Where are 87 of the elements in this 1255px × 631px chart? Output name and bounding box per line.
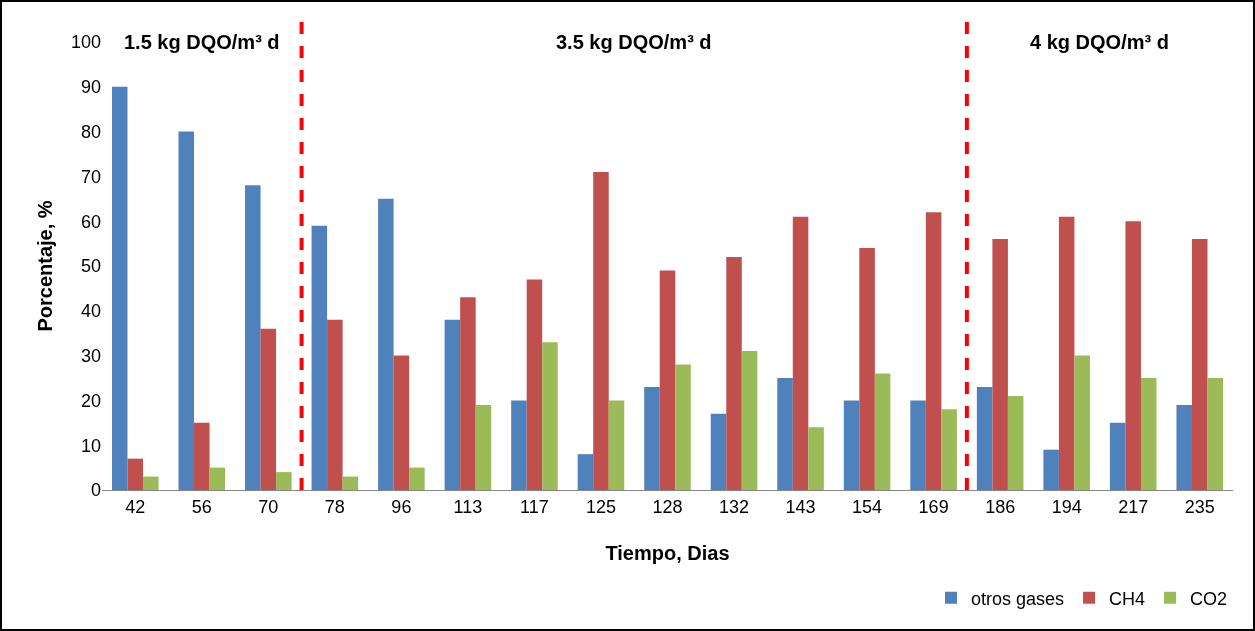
x-tick-label: 56 — [191, 496, 212, 517]
bar — [511, 400, 527, 490]
bar — [925, 212, 942, 490]
bar — [577, 454, 594, 490]
bar — [941, 409, 957, 490]
bar — [127, 458, 144, 490]
legend-label: otros gases — [971, 588, 1065, 609]
bar — [1007, 395, 1024, 490]
legend-label: CO2 — [1190, 588, 1228, 609]
y-tick-label: 100 — [70, 32, 101, 53]
bar — [593, 171, 609, 490]
bar — [178, 131, 195, 490]
bar — [992, 239, 1008, 490]
annotation: 3.5 kg DQO/m³ d — [556, 31, 712, 53]
bar — [143, 476, 159, 490]
bar — [542, 342, 558, 490]
x-tick-label: 217 — [1118, 496, 1149, 517]
bar — [874, 373, 891, 490]
bar — [1125, 221, 1141, 490]
x-tick-label: 128 — [652, 496, 683, 517]
bar — [710, 413, 727, 490]
x-tick-label: 78 — [324, 496, 345, 517]
bar — [1109, 422, 1126, 490]
x-tick-label: 194 — [1051, 496, 1082, 517]
annotation: 1.5 kg DQO/m³ d — [124, 31, 280, 53]
x-tick-label: 70 — [258, 496, 279, 517]
y-tick-label: 20 — [80, 390, 101, 411]
bar — [276, 472, 292, 490]
bar — [393, 355, 410, 490]
bar — [1074, 355, 1090, 490]
y-tick-label: 60 — [80, 211, 101, 232]
bar — [342, 476, 359, 490]
x-tick-label: 235 — [1184, 496, 1215, 517]
x-tick-label: 132 — [719, 496, 750, 517]
bar — [327, 319, 343, 490]
bar — [460, 297, 476, 490]
bar — [792, 216, 809, 490]
bar — [659, 270, 676, 490]
y-tick-label: 90 — [80, 77, 101, 98]
y-tick-label: 40 — [80, 301, 101, 322]
x-tick-label: 169 — [918, 496, 949, 517]
x-tick-label: 42 — [125, 496, 146, 517]
bar — [976, 386, 993, 490]
bar — [741, 351, 758, 490]
bar — [378, 198, 394, 490]
bar — [910, 400, 926, 490]
bar — [111, 86, 128, 490]
x-tick-label: 143 — [785, 496, 816, 517]
bar — [808, 427, 824, 490]
y-axis-title: Porcentaje, % — [34, 200, 56, 332]
x-tick-label: 125 — [585, 496, 616, 517]
y-tick-label: 50 — [80, 256, 101, 277]
bar — [644, 386, 660, 490]
y-tick-label: 80 — [80, 121, 101, 142]
x-tick-label: 117 — [520, 496, 549, 517]
bar — [859, 248, 875, 490]
bar — [409, 467, 425, 490]
bar — [675, 364, 691, 490]
bar — [1043, 449, 1059, 490]
legend-label: CH4 — [1109, 588, 1146, 609]
annotation: 4 kg DQO/m³ d — [1030, 31, 1169, 53]
bar — [1058, 216, 1075, 490]
bar — [209, 467, 226, 490]
x-axis-title: Tiempo, Dias — [605, 542, 730, 565]
bar — [1140, 378, 1157, 490]
bar — [777, 378, 793, 490]
y-tick-label: 0 — [90, 480, 101, 501]
bar — [444, 319, 461, 490]
bar — [1176, 404, 1192, 490]
y-tick-label: 70 — [80, 166, 101, 187]
bar — [245, 185, 261, 490]
x-tick-label: 154 — [852, 496, 883, 517]
bar — [843, 400, 860, 490]
bar — [1191, 239, 1208, 490]
bar — [608, 400, 625, 490]
bar — [311, 225, 328, 490]
bar — [475, 404, 492, 490]
bar — [194, 422, 210, 490]
bar — [1207, 378, 1224, 490]
y-tick-label: 30 — [80, 345, 101, 366]
x-tick-label: 113 — [453, 496, 483, 517]
bar — [260, 328, 277, 490]
bar — [526, 279, 543, 490]
bar — [726, 257, 742, 490]
y-tick-label: 10 — [80, 435, 101, 456]
x-tick-label: 96 — [391, 496, 412, 517]
x-tick-label: 186 — [985, 496, 1016, 517]
